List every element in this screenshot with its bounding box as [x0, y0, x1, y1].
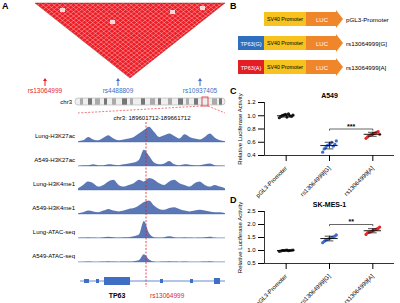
svg-text:Lung-H3K4me1: Lung-H3K4me1	[33, 181, 76, 187]
svg-text:rs13064999[A]: rs13064999[A]	[343, 165, 375, 197]
svg-text:LUC: LUC	[316, 41, 329, 47]
svg-text:1.5: 1.5	[247, 234, 256, 240]
svg-text:A549-ATAC-seq: A549-ATAC-seq	[32, 253, 75, 259]
svg-text:0.6: 0.6	[247, 139, 256, 145]
svg-text:pGL3-Promoter: pGL3-Promoter	[255, 165, 288, 198]
svg-text:Relative Luciferase Activity: Relative Luciferase Activity	[237, 93, 243, 164]
svg-text:LUC: LUC	[316, 65, 329, 71]
svg-text:rs13064999: rs13064999	[28, 87, 63, 94]
svg-text:chr3: chr3	[60, 99, 72, 105]
svg-text:A: A	[2, 1, 9, 11]
svg-text:SK-MES-1: SK-MES-1	[313, 201, 347, 208]
html-text:C: C	[230, 86, 237, 96]
svg-text:SV40 Promoter: SV40 Promoter	[267, 64, 303, 70]
svg-text:rs13064999[G]: rs13064999[G]	[299, 165, 332, 198]
svg-text:LUC: LUC	[316, 17, 329, 23]
svg-text:rs13064999[G]: rs13064999[G]	[346, 40, 387, 47]
html-text:D: D	[230, 195, 237, 205]
svg-text:1.2: 1.2	[247, 99, 256, 105]
svg-text:TP63(G): TP63(G)	[240, 41, 261, 47]
svg-text:0.8: 0.8	[247, 126, 256, 132]
svg-text:rs4488809: rs4488809	[103, 87, 134, 94]
svg-text:Lung-H3K27ac: Lung-H3K27ac	[35, 133, 75, 139]
svg-text:pGL3-Promoter: pGL3-Promoter	[346, 16, 389, 23]
svg-text:Relative Luciferase Activity: Relative Luciferase Activity	[237, 202, 243, 273]
svg-text:SV40 Promoter: SV40 Promoter	[267, 40, 303, 46]
svg-text:**: **	[348, 218, 354, 225]
svg-text:Lung-ATAC-seq: Lung-ATAC-seq	[33, 229, 75, 235]
svg-text:A549-H3K4me1: A549-H3K4me1	[32, 205, 75, 211]
svg-text:TP63: TP63	[109, 292, 126, 299]
svg-text:rs13064999[A]: rs13064999[A]	[343, 273, 375, 303]
svg-text:chr3: 189601712-189661712: chr3: 189601712-189661712	[113, 115, 191, 121]
svg-text:rs13064999[G]: rs13064999[G]	[299, 273, 332, 303]
svg-text:0.5: 0.5	[247, 260, 256, 266]
svg-text:pGL3-Promoter: pGL3-Promoter	[255, 273, 288, 303]
svg-text:rs13064999: rs13064999	[150, 292, 185, 299]
svg-text:rs13064999[A]: rs13064999[A]	[346, 64, 387, 71]
svg-text:1.0: 1.0	[247, 247, 256, 253]
svg-text:TP63(A): TP63(A)	[241, 65, 262, 71]
svg-text:2.5: 2.5	[247, 208, 256, 214]
svg-text:rs10937405: rs10937405	[183, 87, 218, 94]
svg-text:1.0: 1.0	[247, 113, 256, 119]
svg-text:***: ***	[347, 123, 355, 130]
svg-text:A549: A549	[321, 92, 338, 99]
svg-text:B: B	[230, 1, 237, 11]
svg-text:0.4: 0.4	[247, 152, 256, 158]
svg-text:2.0: 2.0	[247, 221, 256, 227]
svg-text:SV40 Promoter: SV40 Promoter	[267, 16, 303, 22]
svg-text:A549-H3K27ac: A549-H3K27ac	[34, 157, 75, 163]
